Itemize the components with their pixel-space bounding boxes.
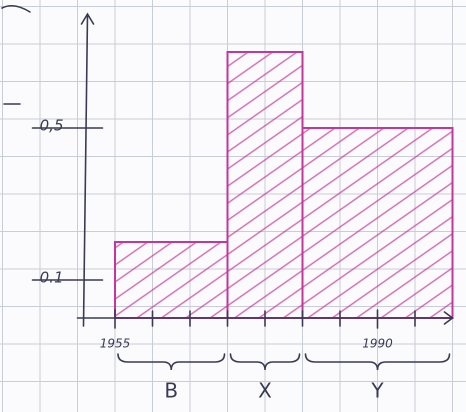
scribble (2, 6, 30, 12)
histogram-bar (115, 242, 228, 318)
histogram-bar (228, 52, 303, 318)
group-label: B (164, 379, 178, 403)
page: {"chart_data": {"type": "histogram", "bi… (0, 0, 466, 412)
histogram-bar (303, 128, 453, 318)
brace (306, 354, 450, 370)
y-tick-label: 0,5 (40, 117, 64, 135)
y-tick-label: 0.1 (40, 269, 64, 287)
group-label: Y (370, 379, 384, 403)
x-tick-label: 1990 (362, 337, 393, 351)
x-tick-label: 1955 (100, 337, 131, 351)
chart: 0.1 0,5 1955 1990 B X Y (0, 0, 466, 412)
group-label: X (258, 379, 272, 403)
brace (231, 354, 300, 370)
brace (118, 354, 225, 370)
